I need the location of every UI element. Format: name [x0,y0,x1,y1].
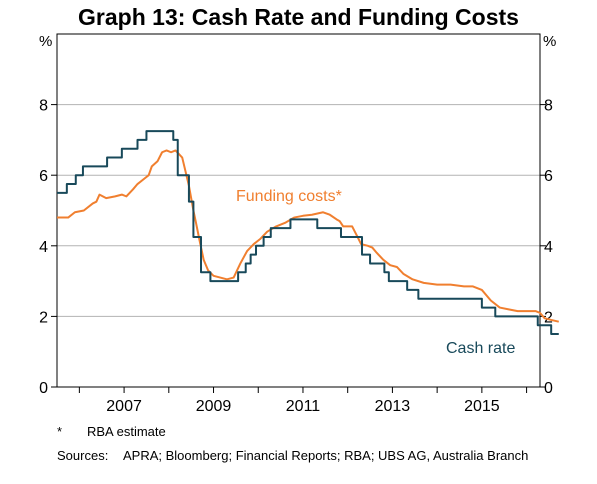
gridlines [57,104,540,317]
series [57,130,560,336]
y-tick-label-right: 6 [544,168,553,185]
y-axis-ticks: 0 0 2 2 4 4 6 6 8 8 [39,98,553,397]
footnote-text: RBA estimate [87,424,166,439]
y-tick-label-left: 2 [39,309,48,326]
plot-frame [56,33,541,388]
y-tick-label-left: 0 [39,380,48,397]
series-funding-costs-line [57,149,560,323]
footnote-mark: * [57,424,63,439]
y-tick-label-left: 4 [39,239,48,256]
chart-title: Graph 13: Cash Rate and Funding Costs [78,4,519,30]
x-tick-label: 2007 [106,398,142,415]
y-tick-label-right: 0 [544,380,553,397]
x-tick-label: 2011 [286,398,321,415]
left-axis-unit: % [39,33,52,50]
series-cash-rate-line [57,130,559,336]
x-axis-ticks: 2007 2009 2011 2013 2015 [78,387,528,415]
x-tick-label: 2013 [375,398,411,415]
y-tick-label-right: 8 [544,98,553,115]
sources-text: APRA; Bloomberg; Financial Reports; RBA;… [123,448,529,463]
y-tick-label-left: 6 [39,168,48,185]
funding-costs-label: Funding costs* [236,188,342,205]
y-tick-label-left: 8 [39,98,48,115]
sources-label: Sources: [57,448,109,463]
x-tick-label: 2015 [464,398,500,415]
cash-rate-label: Cash rate [446,340,515,357]
right-axis-unit: % [543,33,556,50]
y-tick-label-right: 2 [544,309,553,326]
x-tick-label: 2009 [196,398,232,415]
y-tick-label-right: 4 [544,239,553,256]
